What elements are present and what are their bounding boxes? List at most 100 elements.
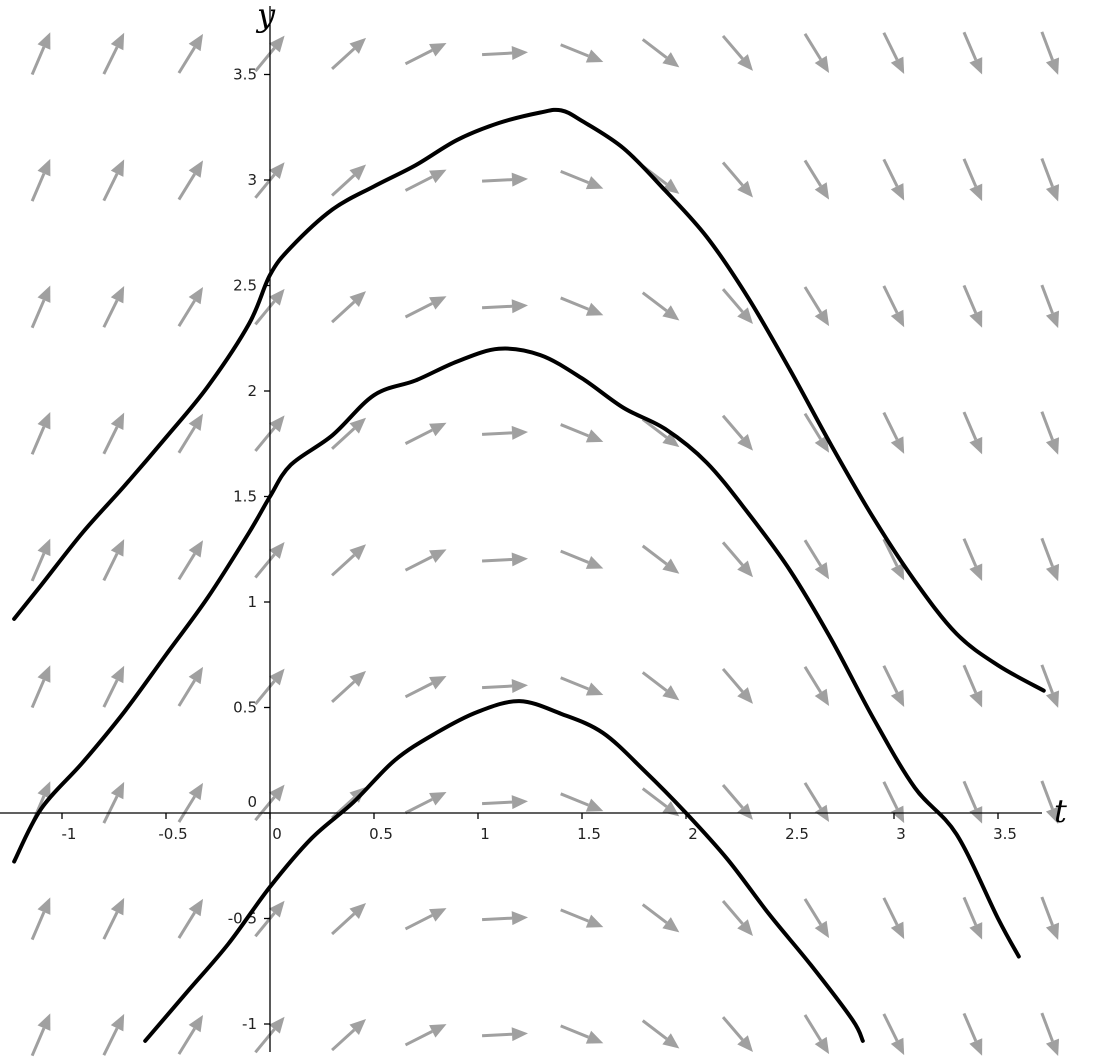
arrow-head (737, 180, 753, 198)
arrow-shaft (641, 787, 668, 808)
arrow-shaft (721, 414, 744, 440)
arrow-head (814, 1036, 830, 1055)
solution-curve-2 (12, 346, 1021, 959)
arrow-head (585, 429, 604, 443)
slope-arrow (721, 900, 753, 936)
slope-arrow (962, 780, 983, 824)
arrow-shaft (721, 288, 744, 313)
arrow-head (890, 562, 905, 581)
slope-arrow (721, 1016, 753, 1053)
arrow-shaft (254, 47, 276, 73)
arrow-head (429, 169, 447, 184)
slope-arrow (721, 667, 753, 704)
slope-arrow (560, 908, 604, 928)
arrow-head (737, 54, 753, 71)
arrow-head (890, 689, 905, 708)
arrow-head (585, 798, 604, 812)
arrow-shaft (404, 797, 433, 815)
arrow-shaft (331, 47, 356, 71)
slope-arrow (404, 908, 447, 931)
arrow-head (1045, 57, 1060, 75)
arrow-shaft (102, 795, 119, 824)
arrow-head (429, 792, 447, 806)
arrow-head (585, 49, 604, 63)
arrow-shaft (1040, 664, 1054, 694)
arrow-head (737, 687, 753, 704)
slope-arrow (962, 664, 983, 708)
arrow-shaft (30, 172, 46, 202)
slope-arrow (560, 423, 604, 443)
slope-arrow (721, 161, 753, 198)
arrow-head (349, 291, 367, 308)
arrow-shaft (641, 291, 668, 313)
slope-arrow (962, 31, 983, 75)
arrow-shaft (102, 679, 119, 708)
arrow-head (188, 33, 204, 52)
x-tick-label: -0.5 (158, 825, 187, 843)
arrow-shaft (641, 671, 668, 692)
arrow-shaft (721, 34, 744, 60)
arrow-head (737, 919, 753, 936)
arrow-head (969, 436, 983, 455)
arrow-head (814, 562, 830, 580)
arrow-head (37, 781, 51, 799)
arrow-shaft (102, 173, 119, 202)
arrow-head (349, 1019, 367, 1035)
slope-arrow (30, 538, 51, 582)
arrow-head (429, 422, 447, 437)
slope-arrow (1040, 1012, 1060, 1057)
arrow-shaft (177, 46, 196, 74)
arrow-head (269, 668, 285, 686)
arrow-head (969, 922, 983, 940)
arrow-head (737, 433, 753, 451)
arrow-head (269, 1016, 285, 1034)
arrow-head (969, 806, 983, 824)
arrow-head (37, 412, 51, 430)
slope-arrow (641, 1019, 680, 1049)
x-tick-label: 1.5 (577, 825, 601, 843)
arrow-shaft (962, 664, 978, 694)
arrow-shaft (481, 800, 513, 806)
arrow-head (511, 911, 529, 926)
arrow-shaft (254, 796, 276, 822)
slope-arrow (404, 42, 447, 66)
slope-arrow (404, 169, 447, 192)
arrow-head (969, 310, 983, 328)
arrow-shaft (962, 284, 978, 314)
arrow-shaft (962, 896, 978, 926)
arrow-head (110, 32, 125, 51)
y-axis-label: y (255, 0, 276, 34)
slope-arrow (641, 544, 680, 574)
arrow-head (969, 183, 983, 202)
slope-arrow (331, 37, 367, 71)
arrow-head (737, 803, 753, 820)
arrow-head (814, 920, 830, 939)
arrow-shaft (481, 916, 513, 922)
slope-arrow (481, 299, 529, 314)
arrow-shaft (560, 1024, 590, 1039)
x-tick-label: 2 (688, 825, 698, 843)
slope-arrow (177, 898, 204, 939)
slope-arrow (177, 666, 204, 707)
slope-arrow (803, 539, 830, 580)
arrow-shaft (102, 426, 119, 455)
slope-arrow (331, 164, 367, 197)
arrow-head (511, 425, 529, 440)
slope-arrow (721, 541, 753, 578)
arrow-head (511, 299, 529, 314)
slope-arrow (641, 418, 680, 448)
arrow-shaft (721, 541, 744, 567)
arrow-head (429, 549, 447, 563)
slope-arrow (962, 538, 983, 581)
arrow-head (814, 55, 830, 73)
arrow-shaft (962, 538, 978, 567)
slope-arrow (481, 552, 529, 567)
slope-arrow (641, 903, 680, 933)
arrow-head (890, 309, 905, 328)
slope-arrow (1040, 664, 1060, 708)
arrow-head (511, 679, 529, 694)
y-tick-label: 1 (247, 593, 257, 611)
arrow-shaft (254, 173, 276, 199)
arrow-head (429, 296, 447, 310)
